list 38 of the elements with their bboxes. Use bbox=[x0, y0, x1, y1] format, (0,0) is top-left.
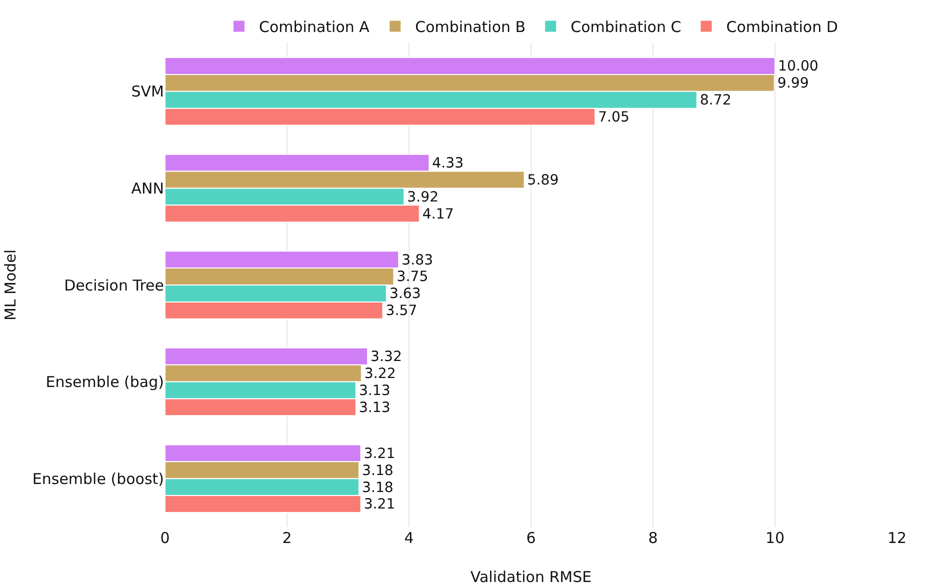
data-label: 3.75 bbox=[396, 269, 428, 286]
data-label: 3.21 bbox=[364, 496, 396, 513]
data-label: 3.92 bbox=[407, 189, 439, 206]
data-label: 4.33 bbox=[432, 155, 464, 172]
y-tick-label: Ensemble (bag) bbox=[46, 373, 164, 392]
y-tick-label: SVM bbox=[131, 82, 164, 101]
y-tick-label: ANN bbox=[131, 179, 164, 198]
data-label: 3.32 bbox=[370, 349, 402, 366]
x-tick-label: 2 bbox=[282, 529, 292, 547]
data-label: 5.89 bbox=[527, 172, 559, 188]
data-label: 4.17 bbox=[422, 206, 454, 222]
data-label: 3.21 bbox=[364, 446, 396, 462]
data-label: 3.18 bbox=[362, 480, 394, 496]
x-axis-title: Validation RMSE bbox=[470, 568, 592, 586]
data-label: 3.63 bbox=[389, 286, 421, 302]
x-tick-label: 0 bbox=[160, 529, 170, 547]
y-tick-label: Ensemble (boost) bbox=[32, 470, 164, 488]
legend-label: Combination C bbox=[570, 18, 682, 36]
data-label: 10.00 bbox=[778, 58, 818, 75]
data-label: 3.83 bbox=[402, 252, 434, 268]
data-label: 7.05 bbox=[598, 110, 630, 126]
y-axis-title: ML Model bbox=[2, 249, 20, 321]
x-tick-label: 10 bbox=[765, 529, 785, 547]
x-tick-label: 12 bbox=[887, 529, 907, 547]
x-tick-label: 8 bbox=[648, 529, 658, 547]
data-label: 9.99 bbox=[777, 76, 809, 92]
legend-label: Combination D bbox=[726, 18, 838, 36]
y-tick-label: Decision Tree bbox=[64, 276, 164, 294]
data-label: 3.22 bbox=[364, 366, 396, 382]
data-label: 8.72 bbox=[700, 92, 732, 109]
legend-label: Combination B bbox=[415, 18, 526, 36]
legend-label: Combination A bbox=[259, 18, 370, 36]
data-label: 3.57 bbox=[386, 303, 418, 320]
x-tick-label: 4 bbox=[404, 529, 414, 547]
data-label: 3.13 bbox=[358, 382, 390, 399]
data-label: 3.13 bbox=[358, 400, 390, 416]
x-tick-label: 6 bbox=[526, 529, 536, 547]
data-label: 3.18 bbox=[362, 462, 394, 479]
